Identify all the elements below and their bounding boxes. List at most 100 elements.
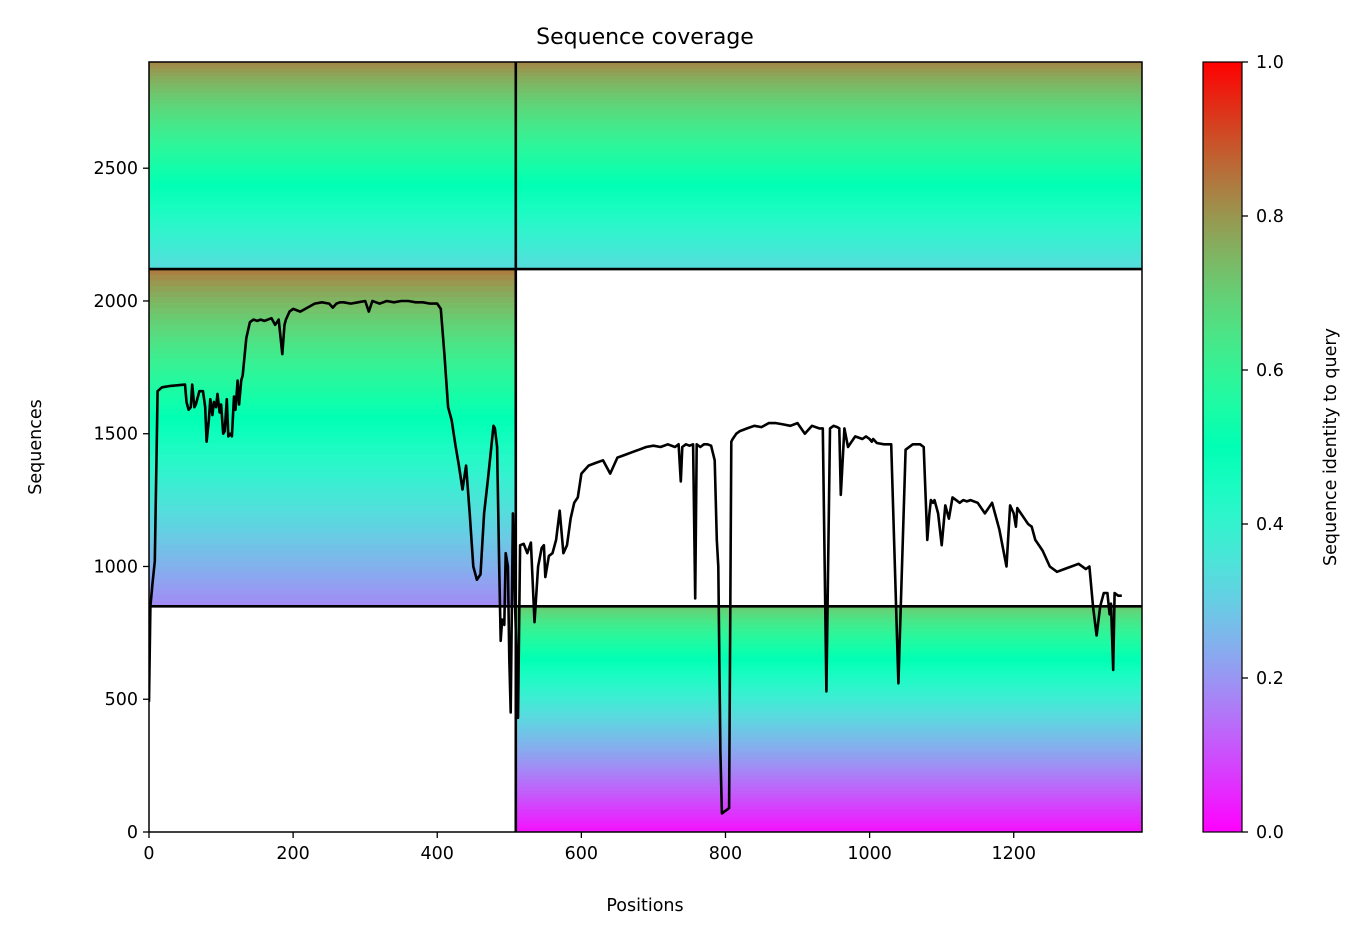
coverage-band [149,96,516,101]
coverage-band [515,756,1142,762]
coverage-band [149,68,516,73]
coverage-band [515,824,1142,829]
coverage-band [149,460,516,467]
coverage-band [515,75,1142,80]
coverage-band [515,213,1142,218]
coverage-band [149,477,516,484]
coverage-band [515,753,1142,758]
coverage-band [149,117,516,122]
coverage-band [149,203,516,208]
coverage-band [515,186,1142,191]
coverage-band [149,432,516,439]
coverage-band [515,681,1142,686]
coverage-band [515,65,1142,70]
coverage-band [515,93,1142,98]
coverage-band [515,674,1142,679]
coverage-band [515,169,1142,174]
coverage-band [515,131,1142,136]
coverage-band [515,658,1142,664]
colorbar-tick-label: 0.6 [1256,361,1284,381]
colorbar-tick-label: 0.8 [1256,207,1284,227]
coverage-band [149,330,516,338]
coverage-band [149,516,516,523]
coverage-band [149,113,516,118]
coverage-heatmap [149,62,1142,832]
coverage-band [515,155,1142,160]
coverage-band [149,172,516,177]
coverage-band [515,203,1142,208]
coverage-band [515,809,1142,814]
coverage-band [149,189,516,194]
coverage-band [515,783,1142,788]
coverage-band [515,719,1142,724]
coverage-band [515,685,1142,690]
colorbar [1202,61,1243,833]
coverage-band [515,625,1142,630]
coverage-band [515,210,1142,215]
coverage-band [149,533,516,540]
coverage-band [149,342,516,349]
y-tick-label: 1000 [93,557,138,577]
coverage-band [515,610,1142,615]
coverage-band [149,231,516,236]
coverage-band [149,238,516,243]
coverage-band [515,86,1142,91]
coverage-band [149,193,516,198]
y-tick-label: 2000 [93,292,138,312]
coverage-band [149,314,516,321]
coverage-band [149,234,516,239]
coverage-band [515,151,1142,156]
coverage-band [515,255,1142,260]
coverage-band [515,801,1142,807]
x-axis: 0 200 400 600 800 1000 1200 [143,832,1036,864]
coverage-band [149,158,516,163]
coverage-band [515,798,1142,803]
coverage-band [515,220,1142,225]
coverage-band [149,443,516,450]
coverage-band [515,816,1142,822]
coverage-band [149,398,516,405]
coverage-band [515,655,1142,660]
coverage-band [515,775,1142,780]
x-tick-label: 400 [421,844,454,864]
coverage-band [515,726,1142,732]
coverage-band [515,613,1142,619]
coverage-band [149,589,516,596]
coverage-band [515,696,1142,701]
coverage-band [149,522,516,529]
coverage-band [515,760,1142,765]
y-tick-label: 2500 [93,159,138,179]
coverage-block [149,269,516,607]
coverage-band [149,65,516,70]
coverage-band [149,325,516,332]
coverage-band [149,120,516,125]
coverage-block [515,62,1142,270]
coverage-band [149,538,516,546]
coverage-band [149,291,516,298]
coverage-band [515,165,1142,170]
coverage-band [515,258,1142,263]
coverage-band [149,493,516,501]
coverage-band [515,722,1142,728]
coverage-band [149,409,516,416]
coverage-band [515,741,1142,747]
coverage-band [515,62,1142,67]
coverage-band [515,79,1142,84]
coverage-band [515,700,1142,705]
coverage-band [149,471,516,478]
coverage-band [149,206,516,212]
coverage-band [149,137,516,142]
coverage-band [515,224,1142,229]
coverage-band [515,707,1142,713]
coverage-band [149,454,516,461]
coverage-band [515,730,1142,735]
coverage-band [515,677,1142,683]
coverage-band [515,200,1142,205]
colorbar-tick-label: 0.0 [1256,823,1284,843]
coverage-band [515,771,1142,777]
coverage-band [515,103,1142,108]
coverage-band [149,595,516,602]
coverage-band [515,820,1142,826]
coverage-band [515,120,1142,125]
coverage-band [515,666,1142,671]
